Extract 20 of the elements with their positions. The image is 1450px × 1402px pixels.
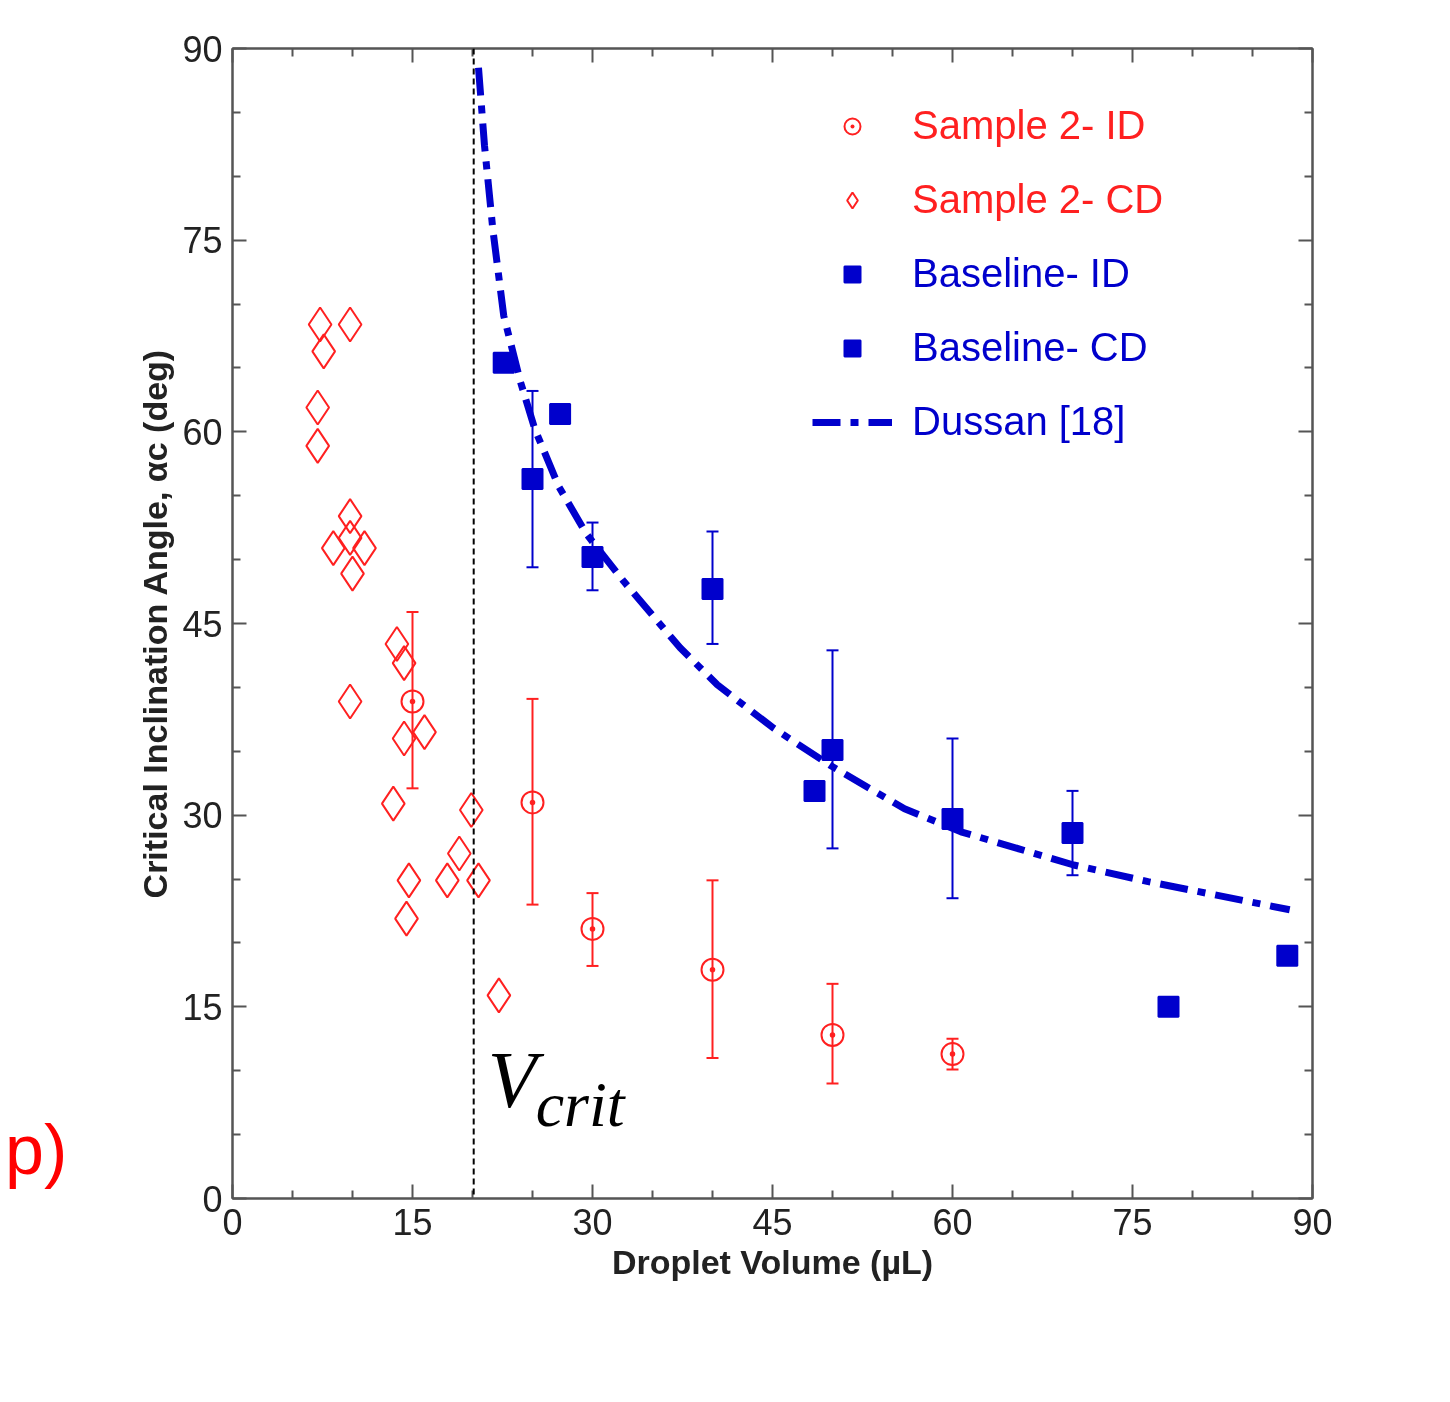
legend-label: Sample 2- ID	[912, 103, 1146, 148]
y-tick-label: 75	[182, 220, 223, 262]
x-tick-label: 45	[752, 1201, 793, 1243]
legend-label: Dussan [18]	[912, 399, 1126, 444]
x-axis-title: Droplet Volume (µL)	[611, 1242, 934, 1281]
y-axis-title: Critical Inclination Angle, αc (deg)	[136, 349, 175, 899]
x-tick-label: 30	[572, 1201, 613, 1243]
legend-label: Baseline- ID	[912, 251, 1130, 296]
legend-label: Baseline- CD	[912, 325, 1148, 370]
x-tick-label: 15	[392, 1201, 433, 1243]
x-tick-label: 90	[1292, 1201, 1333, 1243]
y-tick-label: 90	[182, 28, 223, 70]
y-tick-label: 15	[182, 986, 223, 1028]
legend-label: Sample 2- CD	[912, 177, 1164, 222]
x-tick-label: 75	[1112, 1201, 1153, 1243]
y-tick-label: 60	[182, 411, 223, 453]
y-tick-label: 30	[182, 795, 223, 837]
x-tick-label: 60	[932, 1201, 973, 1243]
y-tick-label: 45	[182, 603, 223, 645]
text: p)	[5, 1110, 68, 1190]
